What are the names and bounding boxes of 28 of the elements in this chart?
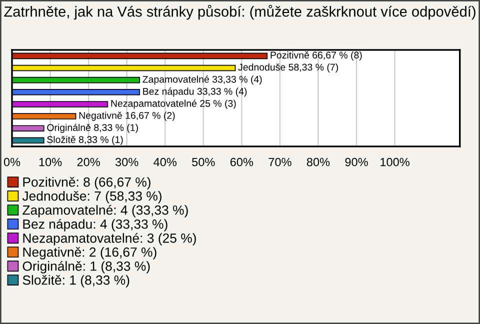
legend-label: Zapamovatelné: 4 (33,33 %) xyxy=(22,204,188,218)
x-tick-label: 60% xyxy=(230,158,254,166)
x-tick-label: 10% xyxy=(39,158,62,166)
legend-label: Bez nápadu: 4 (33,33 %) xyxy=(23,218,168,232)
data-label: Negativně 16,67 % (2) xyxy=(79,112,175,121)
data-label: Pozitivně 66,67 % (8) xyxy=(270,51,362,60)
x-tick-label: 100% xyxy=(380,158,410,166)
x-tick-label: 20% xyxy=(77,158,100,166)
x-tick-label: 80% xyxy=(306,158,330,166)
data-label: Jednoduše 58,33 % (7) xyxy=(238,63,338,73)
x-tick-label: 50% xyxy=(192,158,215,166)
data-label: Zapamovatelné 33,33 % (4) xyxy=(142,75,262,85)
data-label: Nezapamatovatelné 25 % (3) xyxy=(111,100,236,109)
x-tick-label: 70% xyxy=(268,158,292,166)
x-tick-label: 90% xyxy=(345,158,368,166)
legend-label: Jednoduše: 7 (58,33 %) xyxy=(22,190,162,204)
chart-title: Zatrhněte, jak na Vás stránky působí: (můžete zaškrknout více odpovědí) xyxy=(4,4,476,20)
data-label: Bez nápadu 33,33 % (4) xyxy=(143,88,247,97)
x-tick-label: 40% xyxy=(154,158,176,166)
legend-label: Pozitivně: 8 (66,67 %) xyxy=(23,177,150,190)
legend-label: Negativně: 2 (16,67 %) xyxy=(23,247,156,260)
legend-label: Složitě: 1 (8,33 %) xyxy=(22,275,130,288)
legend-label: Originálně: 1 (8,33 %) xyxy=(22,260,150,274)
x-tick-label: 30% xyxy=(115,158,138,166)
data-label: Složitě 8,33 % (1) xyxy=(47,136,123,145)
legend-label: Nezapamatovatelné: 3 (25 %) xyxy=(23,232,196,246)
data-label: Originálně 8,33 % (1) xyxy=(47,124,138,133)
x-tick-label: 0% xyxy=(4,158,20,166)
